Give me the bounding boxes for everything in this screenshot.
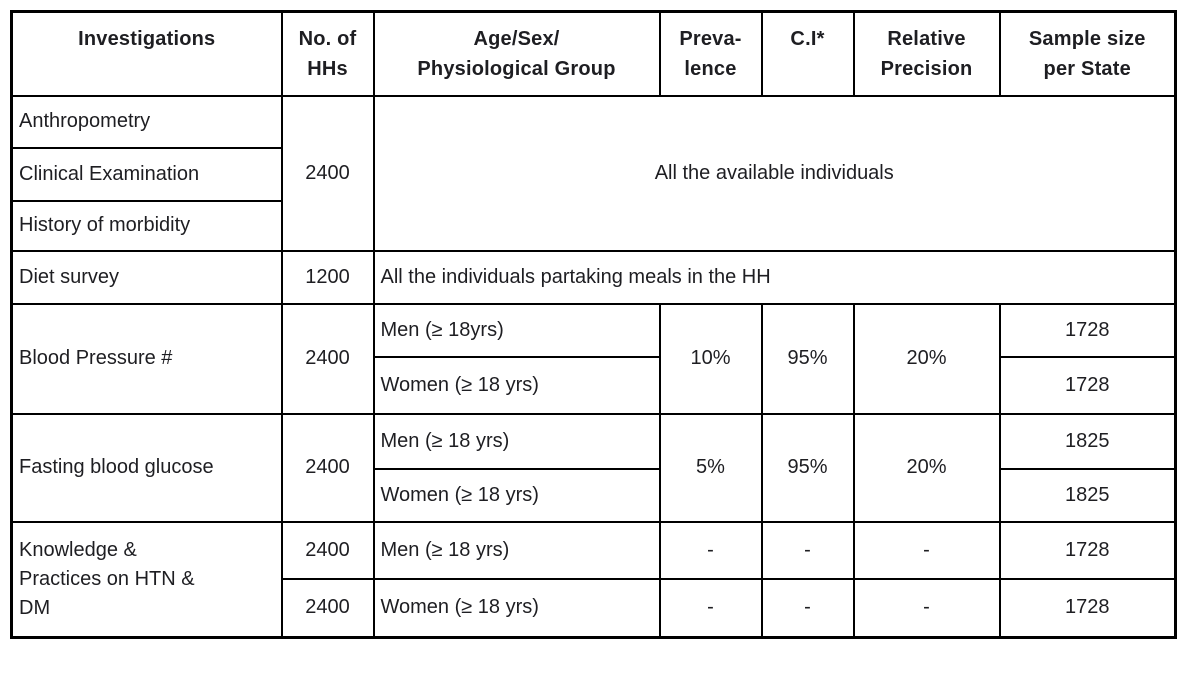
table-row: Fasting blood glucose 2400 Men (≥ 18 yrs… [10, 412, 1177, 523]
cell-hhs-fasting-blood-glucose: 2400 [280, 412, 375, 523]
cell-sample-kp-women: 1728 [998, 577, 1177, 639]
table-row: Blood Pressure # 2400 Men (≥ 18yrs) 10% … [10, 302, 1177, 415]
col-header-age-sex-group: Age/Sex/ Physiological Group [372, 10, 661, 97]
cell-hhs-blood-pressure: 2400 [280, 302, 375, 415]
cell-prevalence-kp-women: - [658, 577, 763, 639]
header-row: Investigations No. of HHs Age/Sex/ Physi… [10, 10, 1177, 97]
cell-investigation-blood-pressure: Blood Pressure # [10, 302, 283, 415]
cell-prevalence-bp: 10% [658, 302, 763, 415]
cell-hhs-kp-women: 2400 [280, 577, 375, 639]
cell-investigation-history-of-morbidity: History of morbidity [10, 199, 283, 252]
col-header-ci: C.I* [760, 10, 855, 97]
cell-relative-precision-kp-men: - [852, 520, 1001, 580]
cell-group-bp-women: Women (≥ 18 yrs) [372, 355, 661, 415]
cell-relative-precision-fbg: 20% [852, 412, 1001, 523]
cell-hhs-kp-men: 2400 [280, 520, 375, 580]
table-row: History of morbidity [10, 199, 1176, 252]
table-row: Knowledge & Practices on HTN & DM 2400 M… [10, 520, 1177, 639]
cell-group-all-available: All the available individuals [372, 94, 1177, 252]
cell-relative-precision-bp: 20% [852, 302, 1001, 415]
cell-group-kp-men: Men (≥ 18 yrs) [372, 520, 661, 580]
cell-group-partaking-meals: All the individuals partaking meals in t… [372, 249, 1177, 305]
cell-group-bp-men: Men (≥ 18yrs) [372, 302, 661, 358]
cell-group-fbg-men: Men (≥ 18 yrs) [372, 412, 661, 470]
col-header-prevalence: Preva- lence [658, 10, 763, 97]
cell-ci-kp-men: - [760, 520, 855, 580]
col-header-no-of-hhs: No. of HHs [280, 10, 375, 97]
cell-investigation-fasting-blood-glucose: Fasting blood glucose [10, 412, 283, 523]
cell-group-fbg-women: Women (≥ 18 yrs) [372, 467, 661, 523]
cell-sample-bp-women: 1728 [998, 355, 1177, 415]
cell-investigation-knowledge-practices: Knowledge & Practices on HTN & DM [10, 520, 283, 639]
table-row: Women (≥ 18 yrs) 1728 [12, 355, 1177, 415]
col-header-sample-size: Sample size per State [998, 10, 1177, 97]
cell-investigation-clinical-examination: Clinical Examination [10, 146, 283, 202]
col-header-relative-precision: Relative Precision [852, 10, 1001, 97]
table-row: Women (≥ 18 yrs) 1825 [12, 467, 1177, 523]
cell-relative-precision-kp-women: - [852, 577, 1001, 639]
cell-prevalence-fbg: 5% [658, 412, 763, 523]
table-row: Anthropometry 2400 All the available ind… [10, 94, 1177, 252]
cell-investigation-diet-survey: Diet survey [10, 249, 283, 305]
table-row: Clinical Examination [10, 146, 1176, 202]
cell-sample-fbg-women: 1825 [998, 467, 1177, 523]
cell-ci-bp: 95% [760, 302, 855, 415]
col-header-investigations: Investigations [10, 10, 283, 97]
cell-ci-kp-women: - [760, 577, 855, 639]
table-row: Diet survey 1200 All the individuals par… [10, 249, 1177, 305]
cell-ci-fbg: 95% [760, 412, 855, 523]
cell-sample-bp-men: 1728 [998, 302, 1177, 358]
cell-prevalence-kp-men: - [658, 520, 763, 580]
table-row: 2400 Women (≥ 18 yrs) - - - 1728 [12, 577, 1177, 639]
cell-group-kp-women: Women (≥ 18 yrs) [372, 577, 661, 639]
cell-hhs-anthro-group: 2400 [280, 94, 375, 252]
study-sampling-table: Investigations No. of HHs Age/Sex/ Physi… [10, 10, 1177, 639]
cell-sample-fbg-men: 1825 [998, 412, 1177, 470]
cell-sample-kp-men: 1728 [998, 520, 1177, 580]
cell-hhs-diet-survey: 1200 [280, 249, 375, 305]
cell-investigation-anthropometry: Anthropometry [10, 94, 283, 149]
